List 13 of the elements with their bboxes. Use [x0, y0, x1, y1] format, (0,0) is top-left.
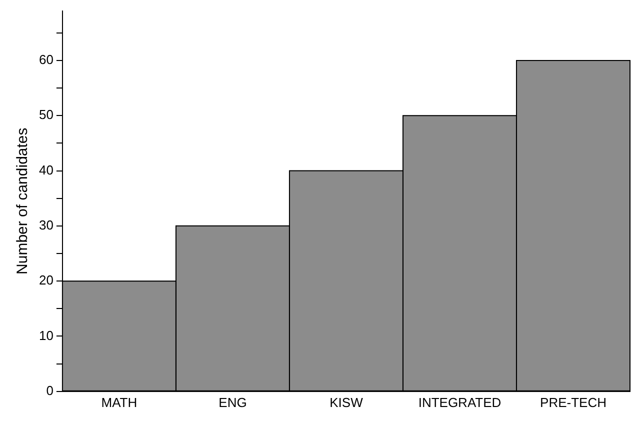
y-axis-title: Number of candidates: [14, 128, 32, 274]
y-tick-label: 0: [46, 382, 54, 398]
x-tick-label: MATH: [101, 394, 138, 410]
x-tick-label: INTEGRATED: [418, 394, 502, 410]
y-tick-label: 10: [38, 328, 54, 343]
x-tick-label: ENG: [218, 394, 247, 410]
x-tick-label: KISW: [330, 394, 364, 410]
y-tick-label: 40: [38, 162, 54, 178]
y-tick-label: 50: [38, 107, 54, 122]
y-tick-label: 60: [38, 52, 54, 68]
y-tick-label: 30: [38, 218, 54, 232]
y-tick-label: 20: [38, 272, 54, 288]
x-tick-label: PRE-TECH: [540, 394, 606, 410]
